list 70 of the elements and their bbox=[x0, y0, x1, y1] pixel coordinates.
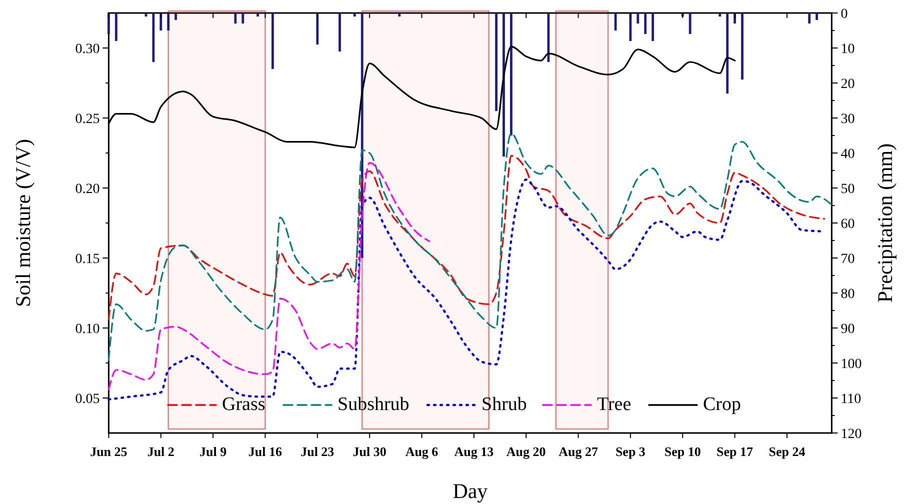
bar bbox=[316, 13, 319, 44]
y2-tick-label: 80 bbox=[840, 287, 855, 302]
bar bbox=[644, 13, 647, 34]
y-tick-label: 0.30 bbox=[75, 42, 100, 57]
y-tick-label: 0.15 bbox=[75, 252, 100, 267]
line-series bbox=[108, 132, 832, 361]
bar bbox=[726, 13, 729, 94]
y-axis-title: Soil moisture (V/V) bbox=[11, 139, 35, 307]
line-series bbox=[108, 162, 430, 390]
y2-tick-label: 10 bbox=[840, 42, 855, 57]
x-tick-label: Jul 30 bbox=[352, 444, 386, 459]
bar bbox=[114, 13, 118, 41]
bar bbox=[808, 13, 811, 24]
bar bbox=[160, 13, 162, 30]
x-tick-label: Aug 27 bbox=[558, 444, 598, 459]
y2-tick-label: 50 bbox=[840, 182, 855, 197]
bar bbox=[510, 13, 512, 136]
x-tick-label: Aug 13 bbox=[454, 444, 494, 459]
bar bbox=[174, 13, 177, 20]
x-axis-title: Day bbox=[452, 479, 488, 503]
bar bbox=[271, 13, 274, 69]
bar bbox=[502, 13, 505, 156]
x-tick-label: Sep 24 bbox=[768, 444, 806, 459]
x-tick-label: Sep 3 bbox=[615, 444, 646, 459]
y2-tick-label: 110 bbox=[840, 392, 862, 407]
y2-tick-label: 60 bbox=[840, 217, 855, 232]
legend-label: Tree bbox=[597, 394, 632, 415]
bar bbox=[167, 13, 170, 30]
bar bbox=[353, 13, 356, 16]
legend-label: Grass bbox=[222, 394, 266, 415]
legend-label: Subshrub bbox=[338, 394, 410, 415]
y2-tick-label: 30 bbox=[840, 112, 855, 127]
x-tick-label: Aug 6 bbox=[405, 444, 439, 459]
bar bbox=[718, 13, 722, 16]
x-tick-label: Sep 10 bbox=[664, 444, 701, 459]
x-tick-label: Jul 2 bbox=[147, 444, 174, 459]
bar bbox=[152, 13, 155, 62]
bar bbox=[256, 13, 259, 16]
x-tick-label: Jul 23 bbox=[300, 444, 335, 459]
bar bbox=[636, 13, 640, 24]
y2-tick-label: 90 bbox=[840, 322, 855, 337]
bar bbox=[242, 13, 244, 24]
x-tick-label: Jul 16 bbox=[248, 444, 283, 459]
bar bbox=[338, 13, 341, 52]
x-tick-label: Sep 17 bbox=[716, 444, 754, 459]
y2-tick-label: 100 bbox=[840, 357, 862, 372]
bar bbox=[495, 13, 498, 111]
bar bbox=[688, 13, 692, 34]
bar bbox=[234, 13, 237, 24]
bar bbox=[652, 13, 654, 41]
bar bbox=[741, 13, 744, 80]
x-tick-label: Aug 20 bbox=[506, 444, 546, 459]
y-tick-label: 0.10 bbox=[75, 322, 100, 337]
y-tick-label: 0.25 bbox=[75, 112, 100, 127]
y2-tick-label: 70 bbox=[840, 252, 855, 267]
y2-tick-label: 0 bbox=[840, 7, 848, 22]
y2-tick-label: 20 bbox=[840, 77, 855, 92]
y2-tick-label: 40 bbox=[840, 147, 855, 162]
y2-axis-title: Precipitation (mm) bbox=[873, 143, 897, 303]
x-tick-label: Jun 25 bbox=[90, 444, 128, 459]
bar bbox=[398, 13, 401, 16]
y2-tick-label: 120 bbox=[840, 427, 862, 442]
line-series bbox=[108, 155, 826, 320]
bar bbox=[108, 13, 110, 34]
bar bbox=[816, 13, 818, 20]
legend-label: Shrub bbox=[482, 394, 527, 415]
x-tick-label: Jul 9 bbox=[200, 444, 228, 459]
legend-label: Crop bbox=[703, 394, 741, 415]
y-tick-label: 0.20 bbox=[75, 182, 100, 197]
y-tick-label: 0.05 bbox=[75, 392, 100, 407]
